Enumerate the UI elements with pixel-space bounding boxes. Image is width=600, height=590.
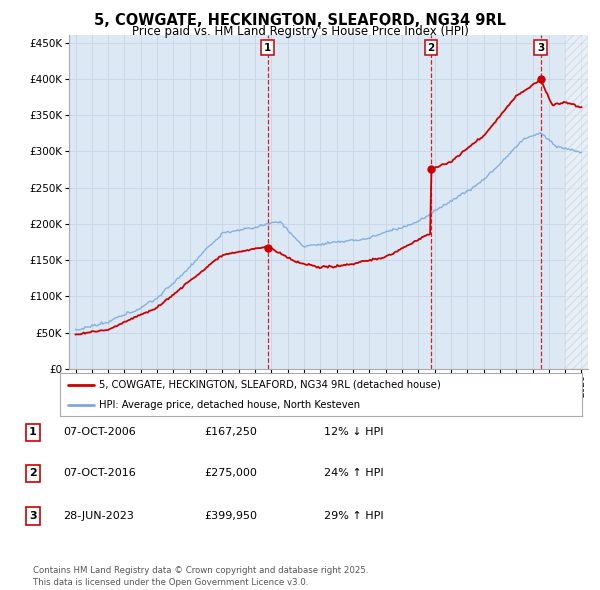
Text: 29% ↑ HPI: 29% ↑ HPI (324, 511, 383, 521)
Text: £275,000: £275,000 (204, 468, 257, 478)
Text: HPI: Average price, detached house, North Kesteven: HPI: Average price, detached house, Nort… (99, 401, 360, 410)
Text: 12% ↓ HPI: 12% ↓ HPI (324, 427, 383, 437)
Text: 07-OCT-2016: 07-OCT-2016 (63, 468, 136, 478)
Text: 1: 1 (29, 427, 37, 437)
Text: 24% ↑ HPI: 24% ↑ HPI (324, 468, 383, 478)
Text: 1: 1 (264, 42, 271, 53)
Text: Contains HM Land Registry data © Crown copyright and database right 2025.
This d: Contains HM Land Registry data © Crown c… (33, 566, 368, 587)
Text: Price paid vs. HM Land Registry's House Price Index (HPI): Price paid vs. HM Land Registry's House … (131, 25, 469, 38)
Text: 07-OCT-2006: 07-OCT-2006 (63, 427, 136, 437)
Text: 3: 3 (537, 42, 544, 53)
Text: 2: 2 (427, 42, 434, 53)
Text: 2: 2 (29, 468, 37, 478)
Text: 5, COWGATE, HECKINGTON, SLEAFORD, NG34 9RL: 5, COWGATE, HECKINGTON, SLEAFORD, NG34 9… (94, 13, 506, 28)
Text: 5, COWGATE, HECKINGTON, SLEAFORD, NG34 9RL (detached house): 5, COWGATE, HECKINGTON, SLEAFORD, NG34 9… (99, 380, 441, 390)
Text: £399,950: £399,950 (204, 511, 257, 521)
Text: 28-JUN-2023: 28-JUN-2023 (63, 511, 134, 521)
Text: £167,250: £167,250 (204, 427, 257, 437)
Text: 3: 3 (29, 511, 37, 521)
